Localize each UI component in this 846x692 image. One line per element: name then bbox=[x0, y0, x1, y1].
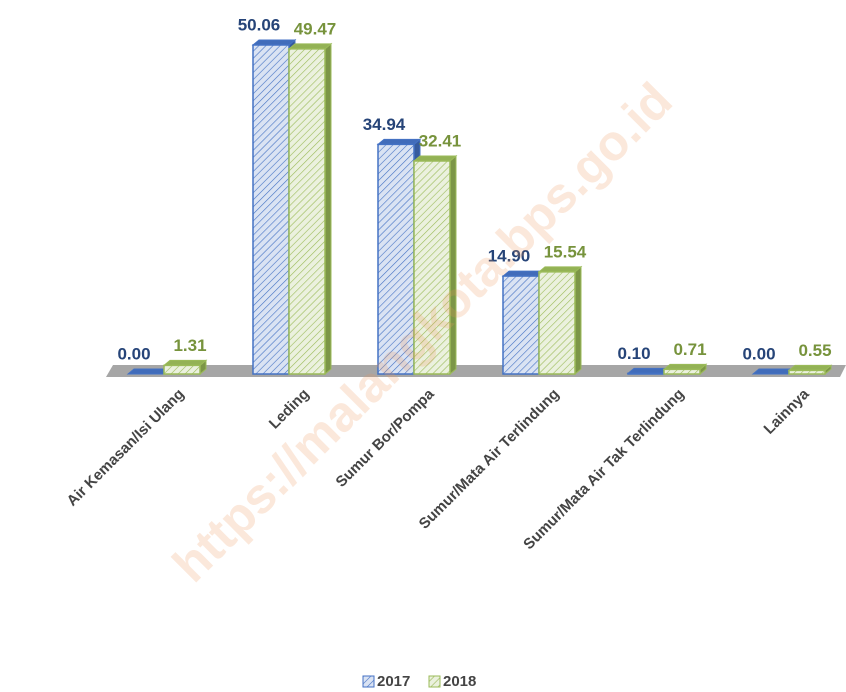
bar bbox=[502, 275, 540, 375]
value-label: 50.06 bbox=[238, 15, 281, 34]
value-label: 0.00 bbox=[742, 344, 775, 363]
value-label: 32.41 bbox=[419, 131, 462, 150]
bar bbox=[288, 48, 326, 375]
bar-top bbox=[162, 359, 208, 366]
value-label: 0.00 bbox=[117, 344, 150, 363]
x-tick-label: Air Kemasan/Isi Ulang bbox=[64, 386, 188, 510]
bar-side bbox=[324, 42, 332, 376]
x-tick-label: Lainnya bbox=[761, 385, 814, 438]
legend-label: 2017 bbox=[377, 673, 410, 690]
legend-swatch bbox=[428, 675, 441, 688]
bar-side bbox=[574, 265, 582, 376]
bar bbox=[538, 271, 576, 375]
floor bbox=[106, 365, 846, 377]
bar bbox=[627, 372, 665, 375]
value-label: 0.10 bbox=[617, 344, 650, 363]
bar bbox=[413, 160, 451, 375]
bar bbox=[252, 44, 290, 375]
bar bbox=[663, 368, 701, 375]
bar bbox=[163, 364, 201, 375]
value-label: 14.90 bbox=[488, 247, 531, 266]
value-label: 0.71 bbox=[673, 340, 706, 359]
value-label: 1.31 bbox=[173, 336, 206, 355]
value-label: 0.55 bbox=[798, 341, 831, 360]
legend-swatch bbox=[362, 675, 375, 688]
value-label: 15.54 bbox=[544, 242, 587, 261]
bar bbox=[788, 369, 826, 375]
value-label: 49.47 bbox=[294, 19, 337, 38]
x-tick-label: Sumur/Mata Air Terlindung bbox=[416, 386, 563, 533]
bar-top bbox=[787, 364, 833, 371]
bar bbox=[377, 143, 415, 375]
legend-label: 2018 bbox=[443, 673, 476, 690]
bar-top bbox=[537, 266, 583, 273]
value-label: 34.94 bbox=[363, 115, 406, 134]
